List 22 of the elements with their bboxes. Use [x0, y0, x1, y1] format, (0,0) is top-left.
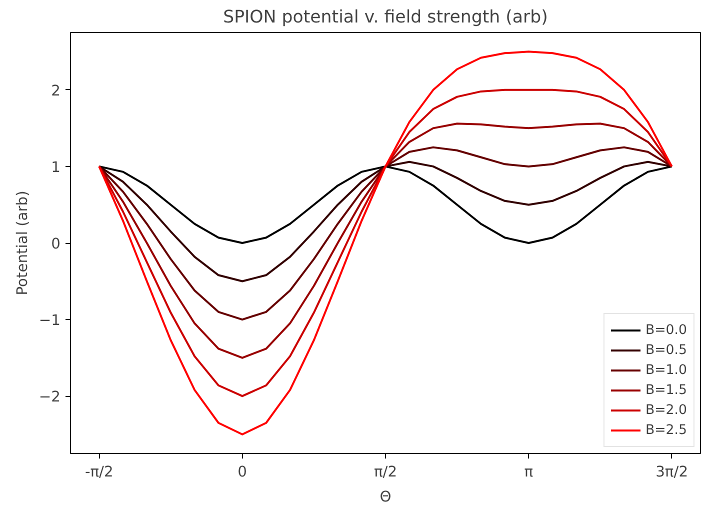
legend-label: B=1.5 — [645, 382, 687, 398]
y-tick-label: 0 — [51, 236, 61, 252]
line-series — [98, 146, 673, 321]
legend-label: B=1.0 — [645, 362, 687, 378]
x-tick-label: π — [524, 464, 534, 480]
chart-title: SPION potential v. field strength (arb) — [223, 8, 548, 28]
legend-label: B=2.5 — [645, 422, 687, 438]
x-tick-label: -π/2 — [84, 464, 114, 480]
line-series — [98, 160, 673, 282]
x-tick-label: 0 — [238, 464, 247, 480]
y-tick-label: 1 — [51, 158, 61, 176]
x-tick-label: 3π/2 — [656, 464, 688, 480]
legend-label: B=0.5 — [645, 342, 687, 358]
x-tick-label: π/2 — [374, 464, 398, 480]
y-axis-title: Potential (arb) — [14, 190, 31, 296]
legend-label: B=2.0 — [645, 402, 687, 418]
y-tick-label: −1 — [38, 312, 61, 330]
x-axis-title: Θ — [380, 488, 392, 506]
legend-label: B=0.0 — [645, 322, 687, 338]
y-tick-label: 2 — [51, 82, 61, 100]
y-tick-label: −2 — [38, 388, 61, 406]
line-series — [98, 165, 673, 244]
